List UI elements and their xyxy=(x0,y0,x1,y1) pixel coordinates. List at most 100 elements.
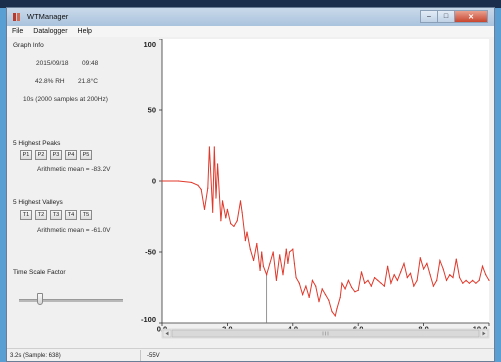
y-tick-label: 50 xyxy=(148,106,156,115)
data-point xyxy=(305,285,307,287)
data-point xyxy=(236,220,238,222)
data-point xyxy=(449,274,451,276)
data-point xyxy=(351,286,353,289)
data-point xyxy=(364,282,366,284)
minimize-button[interactable]: – xyxy=(420,10,438,23)
window-title: WTManager xyxy=(27,12,69,21)
data-point xyxy=(423,268,425,270)
data-point xyxy=(241,211,243,213)
peak-p1-button[interactable]: P1 xyxy=(20,150,32,160)
data-point xyxy=(383,285,385,287)
data-point xyxy=(426,262,428,264)
data-point xyxy=(481,265,484,267)
maximize-button[interactable]: □ xyxy=(437,10,455,23)
data-point xyxy=(207,187,209,189)
data-point xyxy=(439,259,441,262)
valley-t4-button[interactable]: T4 xyxy=(65,210,77,220)
menu-file[interactable]: File xyxy=(12,28,24,35)
desktop-background xyxy=(0,0,501,8)
menu-datalogger[interactable]: Datalogger xyxy=(33,28,68,35)
data-point xyxy=(285,248,287,250)
data-point xyxy=(339,296,341,299)
y-tick-label: -50 xyxy=(145,248,156,257)
scrollbar-grip-icon xyxy=(322,331,329,336)
data-point xyxy=(390,282,392,284)
data-point xyxy=(396,279,399,281)
data-point xyxy=(416,279,418,281)
data-point xyxy=(221,200,224,202)
data-point xyxy=(213,146,215,148)
data-point xyxy=(380,282,382,284)
data-point xyxy=(311,279,314,281)
data-point xyxy=(233,225,235,228)
data-point xyxy=(244,240,246,242)
y-tick-label: -100 xyxy=(141,315,156,324)
valley-t3-button[interactable]: T3 xyxy=(50,210,62,220)
data-point xyxy=(295,276,297,279)
data-point xyxy=(230,223,232,225)
data-point xyxy=(357,289,359,291)
data-point xyxy=(287,262,289,264)
peak-p4-button[interactable]: P4 xyxy=(65,150,77,160)
data-point xyxy=(259,269,261,272)
info-panel: Graph Info 2015/09/18 09:48 42.8% RH 21.… xyxy=(7,37,157,347)
title-bar[interactable]: WTManager – □ ✕ xyxy=(7,8,494,26)
y-tick-label: 100 xyxy=(143,40,156,49)
data-point xyxy=(413,285,415,287)
data-point xyxy=(334,315,336,317)
time-scale-track[interactable] xyxy=(19,299,123,302)
voltage-chart[interactable]: 0.02.04.06.08.010.0100500-50-100 xyxy=(135,38,495,343)
data-point xyxy=(252,259,255,262)
data-point xyxy=(354,291,356,293)
peak-p2-button[interactable]: P2 xyxy=(35,150,47,160)
peaks-heading: 5 Highest Peaks xyxy=(13,140,61,147)
data-point xyxy=(308,296,310,299)
peak-p5-button[interactable]: P5 xyxy=(80,150,92,160)
valley-t5-button[interactable]: T5 xyxy=(80,210,92,220)
data-point xyxy=(465,279,467,281)
data-point xyxy=(203,208,206,210)
scroll-right-arrow-icon xyxy=(482,331,486,336)
graph-time: 09:48 xyxy=(82,60,99,67)
data-point xyxy=(452,276,454,279)
data-point xyxy=(409,272,412,274)
peaks-mean: Arithmetic mean = -83.2V xyxy=(37,166,111,173)
data-point xyxy=(177,180,179,182)
data-point xyxy=(269,262,271,264)
data-point xyxy=(197,184,199,186)
close-button[interactable]: ✕ xyxy=(454,10,488,23)
data-point xyxy=(262,265,264,267)
data-point xyxy=(442,268,444,270)
status-sample: 3.2s (Sample: 638) xyxy=(10,353,61,359)
data-point xyxy=(475,282,477,284)
data-point xyxy=(445,279,448,281)
data-point xyxy=(406,276,408,279)
data-point xyxy=(302,294,304,296)
peak-p3-button[interactable]: P3 xyxy=(50,150,62,160)
data-point xyxy=(298,282,300,284)
graph-info-heading: Graph Info xyxy=(13,42,44,49)
data-point xyxy=(220,220,222,222)
data-point xyxy=(373,276,376,279)
data-point xyxy=(468,282,470,284)
data-point xyxy=(347,279,349,281)
data-point xyxy=(318,301,320,303)
graph-date: 2015/09/18 xyxy=(36,60,69,67)
data-point xyxy=(472,279,474,281)
data-point xyxy=(249,248,251,250)
data-point xyxy=(293,262,296,264)
valley-t1-button[interactable]: T1 xyxy=(20,210,32,220)
data-point xyxy=(419,257,421,259)
valley-t2-button[interactable]: T2 xyxy=(35,210,47,220)
time-scale-label: Time Scale Factor xyxy=(13,269,66,276)
data-point xyxy=(488,279,490,281)
menu-help[interactable]: Help xyxy=(77,28,92,35)
data-point xyxy=(485,274,487,276)
data-point xyxy=(432,285,435,287)
time-scale-slider-thumb[interactable] xyxy=(36,293,43,305)
data-point xyxy=(393,274,395,276)
data-point xyxy=(400,271,402,273)
data-point xyxy=(341,282,343,284)
data-point xyxy=(256,242,258,245)
data-point xyxy=(261,251,263,253)
